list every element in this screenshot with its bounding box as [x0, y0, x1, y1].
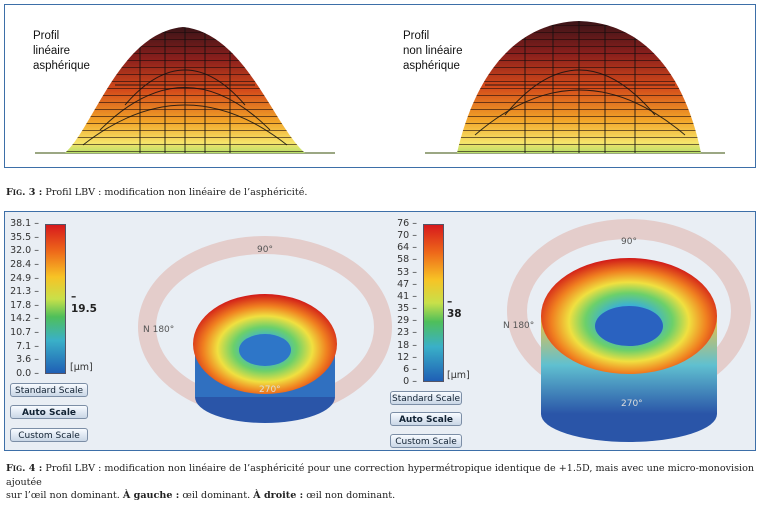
right-angle-90: 90° [621, 237, 637, 247]
right-marker-value: 38 [447, 308, 462, 320]
scale-tick-label: 21.3 – [10, 286, 39, 298]
caption-text: sur l’œil non dominant. [6, 490, 123, 501]
caption-text: œil non dominant. [303, 490, 396, 501]
scale-tick-label: 0.0 – [16, 368, 39, 379]
label-line: linéaire [33, 45, 71, 57]
right-scale-marker: – 38 [447, 296, 462, 320]
right-auto-scale-button[interactable]: Auto Scale [390, 412, 462, 426]
caption-text: Profil LBV : modification non linéaire d… [42, 187, 308, 198]
figure-4-panel: 38.1 – 35.5 – 32.0 –28.4 – 24.9 – 21.3 –17.8… [4, 211, 756, 451]
scale-tick-label: 7.1 – [16, 340, 39, 352]
scale-tick-label: 70 – [397, 230, 417, 242]
figure-3-caption: Fig. 3 : Profil LBV : modification non l… [6, 186, 307, 200]
left-colorbar [45, 224, 66, 374]
right-colorbar [423, 224, 444, 382]
scale-tick-label: 28.4 – [10, 258, 39, 270]
figure-3-panel: Profil linéaire asphérique Profil non li… [4, 4, 756, 168]
left-elevation-map: 90° N 180° 270° [138, 236, 392, 423]
caption-figure-number: Fig. 3 : [6, 187, 43, 198]
caption-right-label: À droite : [253, 490, 304, 501]
right-unit-label: [µm] [447, 370, 470, 381]
nonlinear-profile-label: Profil non linéaire asphérique [403, 29, 462, 74]
scale-tick-label: 17.8 – [10, 299, 39, 311]
lbv-profile-illustrations [35, 21, 725, 154]
right-standard-scale-button[interactable]: Standard Scale [390, 391, 462, 405]
left-unit-label: [µm] [70, 362, 93, 373]
left-angle-180: N 180° [143, 325, 174, 335]
scale-tick-label: 76 – [397, 218, 417, 229]
right-elevation-map: 90° N 180° 270° [503, 219, 751, 442]
right-angle-270: 270° [621, 399, 643, 409]
label-line: Profil [403, 30, 430, 42]
right-angle-180: N 180° [503, 321, 534, 331]
left-scale-marker: – 19.5 [71, 291, 97, 315]
left-marker-value: 19.5 [71, 303, 97, 315]
caption-line-2: sur l’œil non dominant. À gauche : œil d… [6, 489, 760, 503]
linear-profile-label: Profil linéaire asphérique [33, 29, 90, 74]
scale-tick-label: 0 – [403, 376, 417, 387]
caption-line-1: Fig. 4 : Profil LBV : modification non l… [6, 462, 760, 489]
left-angle-90: 90° [257, 245, 273, 255]
scale-tick-label: 47 – [397, 278, 417, 290]
left-angle-270: 270° [259, 385, 281, 395]
right-custom-scale-button[interactable]: Custom Scale [390, 434, 462, 448]
scale-tick-label: 14.2 – [10, 313, 39, 325]
scale-tick-label: 23 – [397, 327, 417, 339]
nonlinear-profile-dome [425, 21, 725, 154]
label-line: asphérique [403, 60, 460, 72]
left-standard-scale-button[interactable]: Standard Scale [10, 383, 88, 397]
scale-tick-label: 6 – [403, 363, 417, 375]
scale-tick-label: 10.7 – [10, 327, 39, 339]
scale-tick-label: 18 – [397, 339, 417, 351]
scale-tick-label: 32.0 – [10, 245, 39, 257]
scale-tick-label: 41 – [397, 290, 417, 302]
scale-tick-label: 64 – [397, 242, 417, 254]
scale-tick-label: 35 – [397, 303, 417, 315]
caption-text: œil dominant. [179, 490, 254, 501]
caption-text: Profil LBV : modification non linéaire d… [6, 463, 755, 488]
label-line: asphérique [33, 60, 90, 72]
scale-tick-label: 58 – [397, 254, 417, 266]
scale-tick-label: 3.6 – [16, 354, 39, 366]
label-line: non linéaire [403, 45, 463, 57]
scale-tick-label: 35.5 – [10, 231, 39, 243]
left-custom-scale-button[interactable]: Custom Scale [10, 428, 88, 442]
left-auto-scale-button[interactable]: Auto Scale [10, 405, 88, 419]
scale-tick-label: 12 – [397, 351, 417, 363]
scale-tick-label: 29 – [397, 315, 417, 327]
caption-figure-number: Fig. 4 : [6, 463, 43, 474]
caption-left-label: À gauche : [122, 490, 180, 501]
scale-tick-label: 53 – [397, 266, 417, 278]
figure-4-caption: Fig. 4 : Profil LBV : modification non l… [6, 462, 760, 503]
label-line: Profil [33, 30, 60, 42]
scale-tick-label: 38.1 – [10, 218, 39, 229]
scale-tick-label: 24.9 – [10, 272, 39, 284]
